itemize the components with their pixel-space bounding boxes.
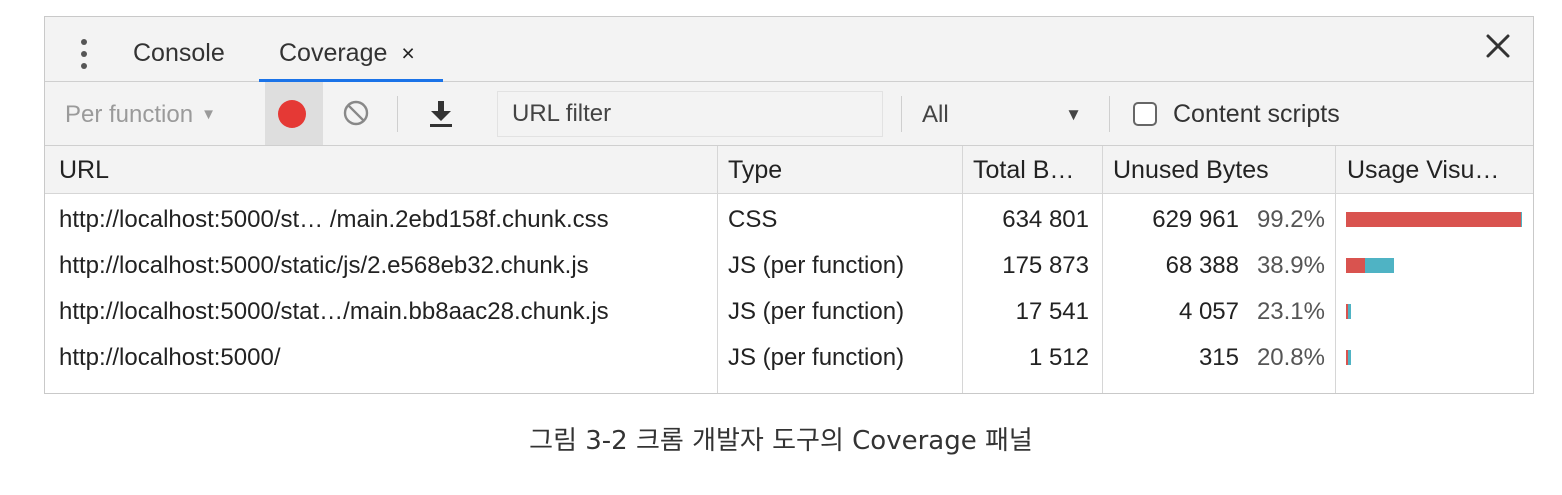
usage-bar-unused (1346, 350, 1348, 365)
row-total-bytes: 17 541 (1015, 298, 1089, 325)
toolbar-divider (901, 96, 902, 132)
row-total-bytes: 175 873 (1002, 252, 1089, 279)
table-row[interactable]: http://localhost:5000/st… /main.2ebd158f… (45, 197, 1533, 243)
instrumentation-type-dropdown[interactable]: Per function ▼ (65, 82, 216, 151)
table-row[interactable]: http://localhost:5000/static/js/2.e568eb… (45, 243, 1533, 289)
toolbar-divider (397, 96, 398, 132)
toolbar-divider (1109, 96, 1110, 132)
row-type: JS (per function) (728, 344, 905, 371)
usage-bar-used (1348, 304, 1351, 319)
row-unused-bytes: 629 961 (1152, 206, 1239, 233)
tab-bar: Console Coverage × (45, 17, 1533, 82)
record-button[interactable] (265, 82, 323, 145)
export-download-icon[interactable] (427, 99, 455, 129)
table-row[interactable]: http://localhost:5000/ JS (per function)… (45, 335, 1533, 381)
column-divider (1102, 146, 1103, 393)
tab-console[interactable]: Console (133, 17, 225, 81)
row-unused-bytes: 4 057 (1178, 298, 1239, 325)
column-divider (1335, 146, 1336, 393)
column-header-unused-bytes[interactable]: Unused Bytes (1113, 156, 1269, 184)
usage-bar-used (1348, 350, 1351, 365)
row-unused-percent: 20.8% (1256, 344, 1325, 371)
row-total-bytes: 634 801 (1002, 206, 1089, 233)
coverage-table: URL Type Total B… Unused Bytes Usage Vis… (45, 146, 1533, 393)
table-header: URL Type Total B… Unused Bytes Usage Vis… (45, 146, 1533, 194)
close-tab-icon[interactable]: × (401, 40, 415, 66)
type-filter-value: All (922, 101, 949, 128)
usage-bar-unused (1346, 304, 1348, 319)
column-header-usage-visualization[interactable]: Usage Visu… (1347, 156, 1500, 184)
row-url: http://localhost:5000/stat…/main.bb8aac2… (59, 298, 609, 325)
url-filter-input[interactable] (497, 91, 883, 137)
row-type: JS (per function) (728, 252, 905, 279)
usage-bar-unused (1346, 258, 1365, 273)
row-unused-bytes: 68 388 (1165, 252, 1239, 279)
row-url: http://localhost:5000/st… /main.2ebd158f… (59, 206, 609, 233)
per-function-label: Per function (65, 101, 194, 128)
figure-caption: 그림 3-2 크롬 개발자 도구의 Coverage 패널 (529, 426, 1033, 456)
row-type: CSS (728, 206, 778, 233)
tab-console-label: Console (133, 39, 225, 67)
row-url: http://localhost:5000/ (59, 344, 281, 371)
row-total-bytes: 1 512 (1028, 344, 1089, 371)
row-unused-percent: 38.9% (1256, 252, 1325, 279)
column-divider (717, 146, 718, 393)
content-scripts-label: Content scripts (1173, 100, 1340, 128)
clear-icon[interactable] (343, 100, 369, 126)
dropdown-arrow-icon: ▼ (201, 106, 216, 123)
usage-bar-used (1521, 212, 1522, 227)
column-header-url[interactable]: URL (59, 156, 110, 184)
row-unused-percent: 23.1% (1256, 298, 1325, 325)
column-header-type[interactable]: Type (728, 156, 783, 184)
coverage-panel: Console Coverage × Per function ▼ All (44, 16, 1534, 394)
tab-coverage-label: Coverage (279, 39, 388, 67)
more-tabs-icon[interactable] (81, 39, 87, 69)
content-scripts-checkbox[interactable] (1133, 102, 1157, 126)
tab-coverage[interactable]: Coverage × (259, 17, 443, 82)
row-url: http://localhost:5000/static/js/2.e568eb… (59, 252, 589, 279)
close-icon[interactable] (1485, 31, 1511, 65)
table-row[interactable]: http://localhost:5000/stat…/main.bb8aac2… (45, 289, 1533, 335)
usage-bar-unused (1346, 212, 1521, 227)
column-divider (962, 146, 963, 393)
dropdown-arrow-icon: ▼ (1065, 105, 1082, 124)
row-unused-percent: 99.2% (1256, 206, 1325, 233)
type-filter-select[interactable]: All ▼ (922, 82, 1090, 148)
row-type: JS (per function) (728, 298, 905, 325)
usage-bar-used (1365, 258, 1394, 273)
coverage-toolbar: Per function ▼ All ▼ Content scripts (45, 82, 1533, 146)
row-unused-bytes: 315 (1198, 344, 1239, 371)
record-icon (278, 100, 306, 128)
column-header-total-bytes[interactable]: Total B… (973, 156, 1075, 184)
